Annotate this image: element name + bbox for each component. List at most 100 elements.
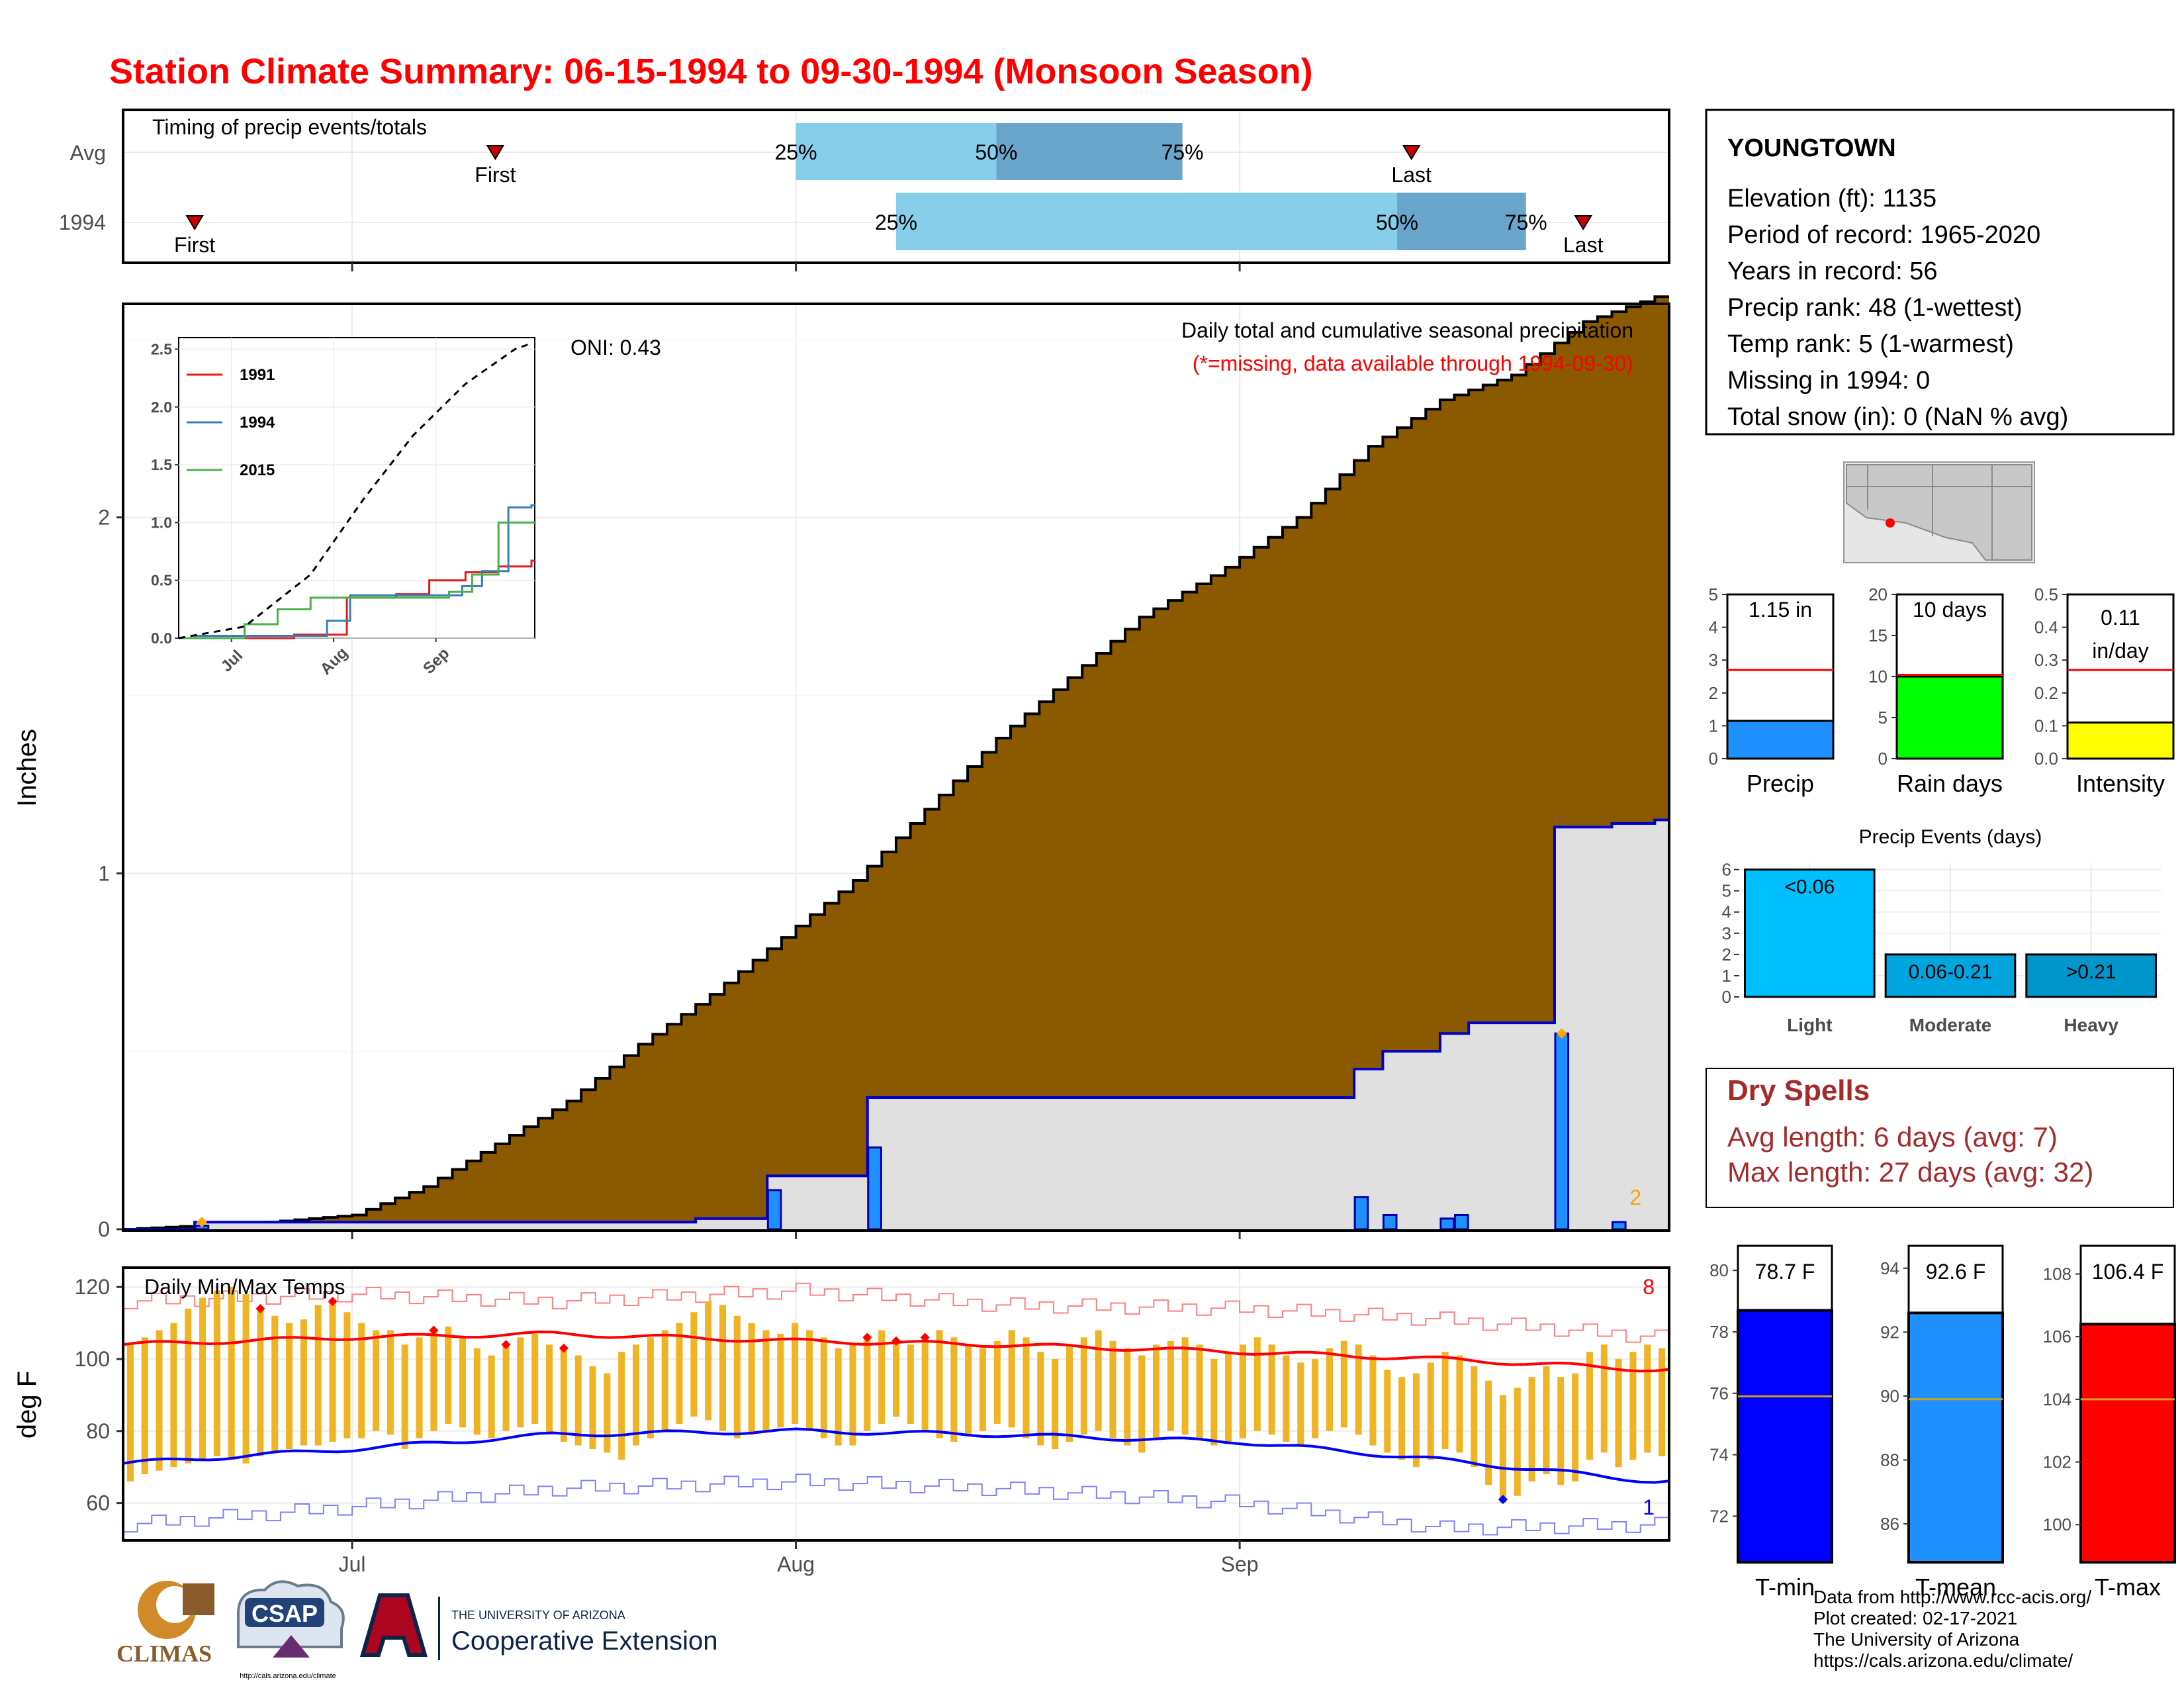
daily-temp-bar bbox=[733, 1315, 741, 1438]
daily-temp-bar bbox=[1196, 1344, 1203, 1438]
temp-bar-tick-label: 100 bbox=[2043, 1515, 2071, 1534]
daily-temp-bar bbox=[1644, 1344, 1651, 1453]
csap-logo: CSAP http://cals.arizona.edu/climate bbox=[237, 1580, 345, 1680]
oni-label: ONI: 0.43 bbox=[570, 336, 661, 359]
mini-bar-tick-label: 3 bbox=[1709, 650, 1718, 670]
daily-temp-bar bbox=[531, 1333, 539, 1424]
temp-bar-value: 92.6 F bbox=[1926, 1260, 1986, 1284]
ua-logo-mark bbox=[360, 1593, 428, 1657]
daily-temp-bar bbox=[126, 1344, 134, 1481]
daily-temp-bar bbox=[762, 1330, 770, 1431]
mini-bar-tick-label: 0.1 bbox=[2034, 716, 2058, 735]
daily-temp-bar bbox=[445, 1327, 452, 1424]
inset-y-tick-label: 0.0 bbox=[151, 630, 172, 647]
precip-ylabel: Inches bbox=[13, 729, 42, 807]
daily-temp-bar bbox=[1485, 1380, 1492, 1485]
daily-temp-bar bbox=[792, 1323, 799, 1424]
missing-count-label: 2 bbox=[1629, 1186, 1641, 1209]
daily-precip-bar bbox=[1554, 1032, 1570, 1231]
daily-temp-bar bbox=[979, 1348, 986, 1431]
inset-series-line bbox=[179, 559, 535, 639]
record-high-marker bbox=[429, 1325, 439, 1335]
events-category-label: Moderate bbox=[1909, 1015, 1991, 1035]
daily-temp-bar bbox=[1355, 1344, 1362, 1435]
dry-spells-title: Dry Spells bbox=[1727, 1074, 1870, 1107]
daily-temp-bar bbox=[893, 1340, 899, 1417]
daily-temp-bar bbox=[1514, 1387, 1521, 1496]
daily-temp-bar bbox=[1283, 1355, 1290, 1442]
footer-line: Plot created: 02-17-2021 bbox=[1813, 1608, 2017, 1628]
daily-temp-bar bbox=[618, 1352, 625, 1460]
ua-logo: THE UNIVERSITY OF ARIZONA Cooperative Ex… bbox=[360, 1593, 717, 1660]
inset-series-line bbox=[179, 504, 535, 639]
mini-bar-value: 0.11 bbox=[2101, 606, 2140, 630]
daily-temp-bar bbox=[1471, 1366, 1478, 1468]
temp-bar-value: 78.7 F bbox=[1755, 1260, 1815, 1284]
map-state-borders bbox=[1846, 465, 2032, 560]
daily-temp-bar bbox=[358, 1323, 365, 1438]
dry-spells-box: Dry Spells Avg length: 6 days (avg: 7) M… bbox=[1706, 1068, 2174, 1208]
daily-temp-bar bbox=[1124, 1348, 1131, 1446]
daily-temp-bar bbox=[1586, 1352, 1593, 1460]
daily-temp-bar bbox=[1253, 1337, 1261, 1431]
daily-temp-bar bbox=[1615, 1359, 1622, 1468]
temp-bar-tick-label: 106 bbox=[2043, 1327, 2071, 1346]
timing-quantile-label: 50% bbox=[975, 140, 1017, 164]
daily-temp-bar bbox=[387, 1330, 394, 1435]
footer-line: The University of Arizona bbox=[1813, 1629, 2020, 1650]
daily-temp-bar bbox=[488, 1355, 495, 1438]
events-tick-label: 0 bbox=[1722, 987, 1731, 1007]
events-category-label: Light bbox=[1787, 1015, 1832, 1035]
mini-bar-tick-label: 0.5 bbox=[2034, 585, 2058, 604]
dry-spells-max: Max length: 27 days (avg: 32) bbox=[1727, 1156, 2093, 1188]
daily-temp-bar bbox=[1369, 1355, 1377, 1446]
record-high-marker bbox=[920, 1333, 930, 1342]
mini-bar-tick-label: 0.0 bbox=[2034, 749, 2058, 769]
station-line: Total snow (in): 0 (NaN % avg) bbox=[1727, 403, 2068, 431]
temp-y-tick-label: 80 bbox=[86, 1419, 110, 1443]
record-high-count: 8 bbox=[1643, 1275, 1655, 1299]
mini-bar-tick-label: 0.2 bbox=[2034, 683, 2058, 703]
year-cumulative-line bbox=[123, 818, 1669, 1231]
year-cumulative-area bbox=[123, 820, 1669, 1229]
mini-bar-value: in/day bbox=[2092, 639, 2148, 663]
inset-y-tick-label: 0.5 bbox=[151, 572, 172, 589]
climas-logo-block bbox=[183, 1583, 214, 1615]
record-high-marker bbox=[328, 1296, 338, 1306]
events-tick-label: 3 bbox=[1722, 923, 1731, 943]
daily-temp-bar bbox=[141, 1337, 148, 1475]
daily-temp-bar bbox=[401, 1344, 408, 1449]
events-bar bbox=[1884, 953, 2017, 998]
ua-logo-small-text: THE UNIVERSITY OF ARIZONA bbox=[451, 1609, 625, 1622]
record-high-marker bbox=[501, 1340, 511, 1350]
daily-temp-bar bbox=[1326, 1348, 1333, 1431]
daily-temp-bar bbox=[1225, 1352, 1232, 1442]
event-marker bbox=[1556, 1028, 1567, 1039]
mini-bar-tick-label: 0.4 bbox=[2034, 618, 2058, 637]
mini-bar-label: Precip bbox=[1747, 770, 1814, 797]
daily-temp-bar bbox=[1456, 1355, 1463, 1453]
daily-temp-bar bbox=[965, 1344, 972, 1435]
daily-temp-bar bbox=[1210, 1359, 1218, 1446]
inset-legend-label: 1991 bbox=[240, 366, 275, 384]
daily-temp-bar bbox=[864, 1337, 871, 1431]
timing-last-marker bbox=[1574, 215, 1592, 230]
daily-temp-bar bbox=[286, 1323, 293, 1449]
precip-y-tick-label: 2 bbox=[98, 506, 110, 530]
daily-temp-bar bbox=[1659, 1348, 1666, 1456]
record-low-marker bbox=[1498, 1495, 1508, 1505]
temp-bar-fill bbox=[1907, 1311, 2004, 1564]
timing-quantile-label: 25% bbox=[875, 211, 917, 234]
daily-temp-bar bbox=[1037, 1352, 1044, 1446]
temp-panel-title: Daily Min/Max Temps bbox=[144, 1275, 345, 1299]
mini-bar-tick-label: 15 bbox=[1868, 626, 1888, 645]
mini-bar-fill bbox=[2066, 721, 2175, 760]
daily-temp-bar bbox=[878, 1330, 886, 1424]
daily-temp-bar bbox=[1600, 1344, 1608, 1453]
daily-temp-bar bbox=[661, 1330, 668, 1431]
timing-panel: Timing of precip events/totals Avg 1994 … bbox=[59, 109, 1670, 271]
daily-temp-bar bbox=[719, 1305, 727, 1431]
daily-temp-bar bbox=[633, 1344, 640, 1446]
timing-row-label-year: 1994 bbox=[59, 211, 106, 234]
